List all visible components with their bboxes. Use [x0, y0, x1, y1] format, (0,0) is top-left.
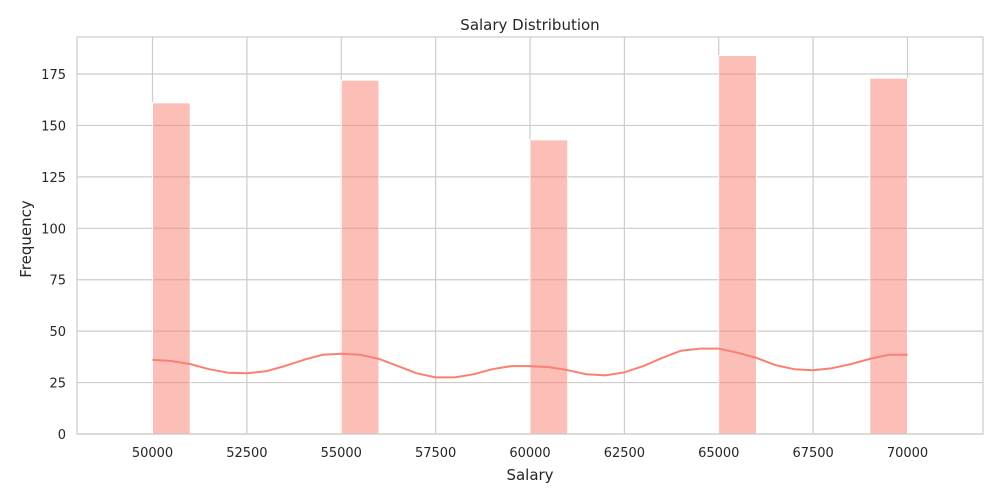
- chart-title: Salary Distribution: [460, 16, 599, 34]
- x-tick-label: 55000: [321, 446, 362, 461]
- histogram-bars: [152, 55, 908, 435]
- x-tick-label: 52500: [226, 446, 267, 461]
- y-tick-label: 125: [41, 171, 66, 186]
- kde-curve-group: [152, 347, 908, 379]
- y-tick-label: 25: [49, 377, 66, 392]
- y-tick-label: 0: [58, 428, 66, 443]
- histogram-bar: [152, 102, 191, 435]
- y-tick-label: 75: [49, 274, 66, 289]
- histogram-bar: [340, 79, 380, 435]
- histogram-bar: [869, 77, 908, 435]
- y-tick-label: 100: [41, 222, 66, 237]
- y-tick-label: 50: [49, 325, 66, 340]
- x-tick-label: 50000: [132, 446, 173, 461]
- x-tick-label: 60000: [509, 446, 550, 461]
- y-tick-label: 150: [41, 119, 66, 134]
- x-tick-label: 67500: [792, 446, 833, 461]
- y-tick-label: 175: [41, 68, 66, 83]
- histogram-bar: [718, 55, 757, 435]
- x-tick-label: 65000: [698, 446, 739, 461]
- kde-line: [152, 347, 908, 379]
- y-axis-label: Frequency: [17, 200, 35, 278]
- x-tick-labels: 50000 52500 55000 57500 60000 62500 65000 67500…: [132, 446, 928, 461]
- x-tick-label: 57500: [415, 446, 456, 461]
- x-tick-label: 62500: [604, 446, 645, 461]
- x-tick-label: 70000: [887, 446, 928, 461]
- plot-frame: [76, 36, 984, 435]
- y-tick-labels: 0 25 50 75 100 125 150 175: [41, 68, 66, 443]
- histogram-bar: [529, 139, 569, 435]
- x-axis-label: Salary: [506, 466, 553, 484]
